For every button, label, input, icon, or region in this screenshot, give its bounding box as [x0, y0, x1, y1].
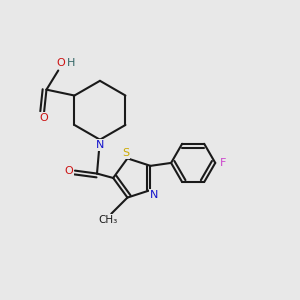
Text: O: O: [64, 166, 73, 176]
Text: CH₃: CH₃: [99, 215, 118, 225]
Text: S: S: [122, 148, 130, 158]
Text: N: N: [96, 140, 104, 150]
Text: H: H: [66, 58, 75, 68]
Text: O: O: [56, 58, 65, 68]
Text: N: N: [150, 190, 158, 200]
Text: F: F: [219, 158, 226, 168]
Text: O: O: [40, 113, 49, 123]
